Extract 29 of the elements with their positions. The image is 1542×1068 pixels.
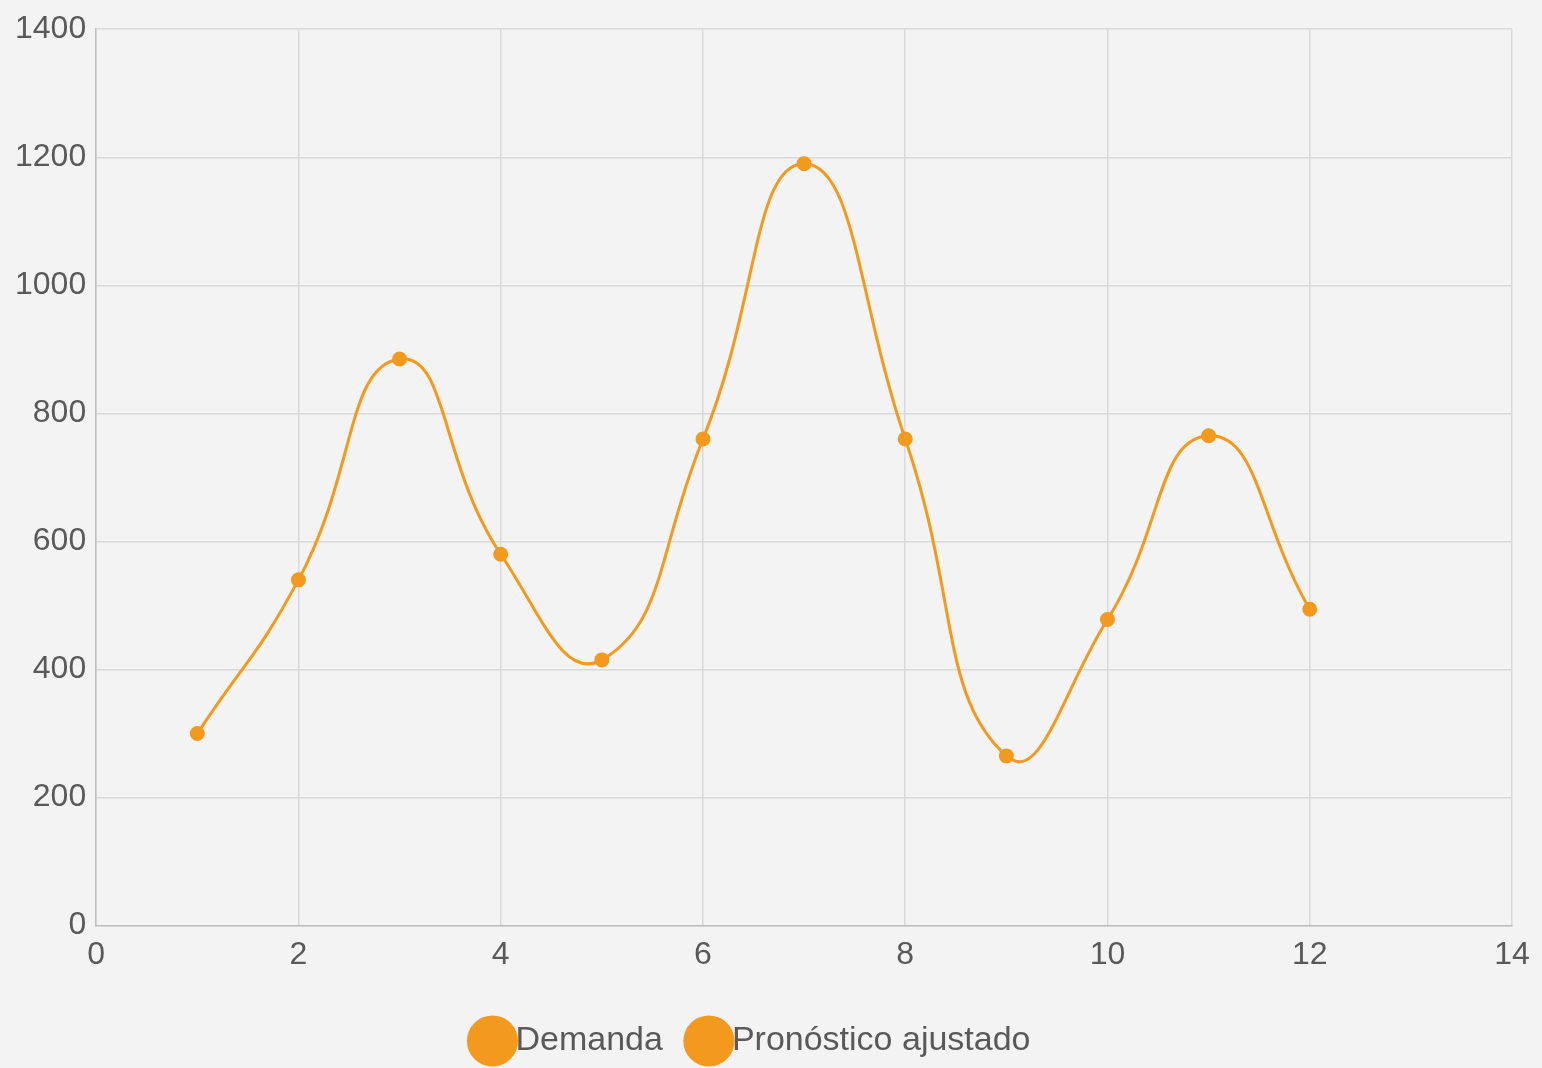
y-tick-label: 800 (32, 393, 87, 430)
point (594, 652, 610, 668)
point (695, 431, 711, 447)
x-tick-label: 2 (289, 934, 308, 971)
legend-label: Pronóstico ajustado (731, 1019, 1031, 1058)
point (189, 726, 205, 742)
point (998, 748, 1014, 764)
y-tick-label: 1400 (15, 9, 87, 46)
y-tick-label: 200 (32, 777, 87, 814)
x-tick-label: 8 (896, 934, 915, 971)
y-tick-label: 1000 (15, 265, 87, 302)
legend-label: Demanda (515, 1019, 663, 1058)
x-tick-label: 12 (1291, 934, 1328, 971)
point (1201, 428, 1217, 444)
point (392, 351, 408, 367)
point (493, 546, 509, 562)
x-tick-label: 10 (1089, 934, 1126, 971)
x-tick-label: 14 (1494, 934, 1530, 971)
point (290, 572, 306, 588)
y-tick-label: 400 (32, 649, 87, 686)
point (796, 156, 812, 172)
y-tick-label: 1200 (15, 137, 87, 174)
x-tick-label: 6 (694, 934, 712, 971)
y-tick-label: 600 (32, 521, 87, 558)
point (1099, 612, 1115, 628)
y-tick-label: 0 (68, 905, 87, 942)
point (1302, 601, 1318, 617)
point (897, 431, 913, 447)
x-tick-label: 4 (491, 934, 510, 971)
